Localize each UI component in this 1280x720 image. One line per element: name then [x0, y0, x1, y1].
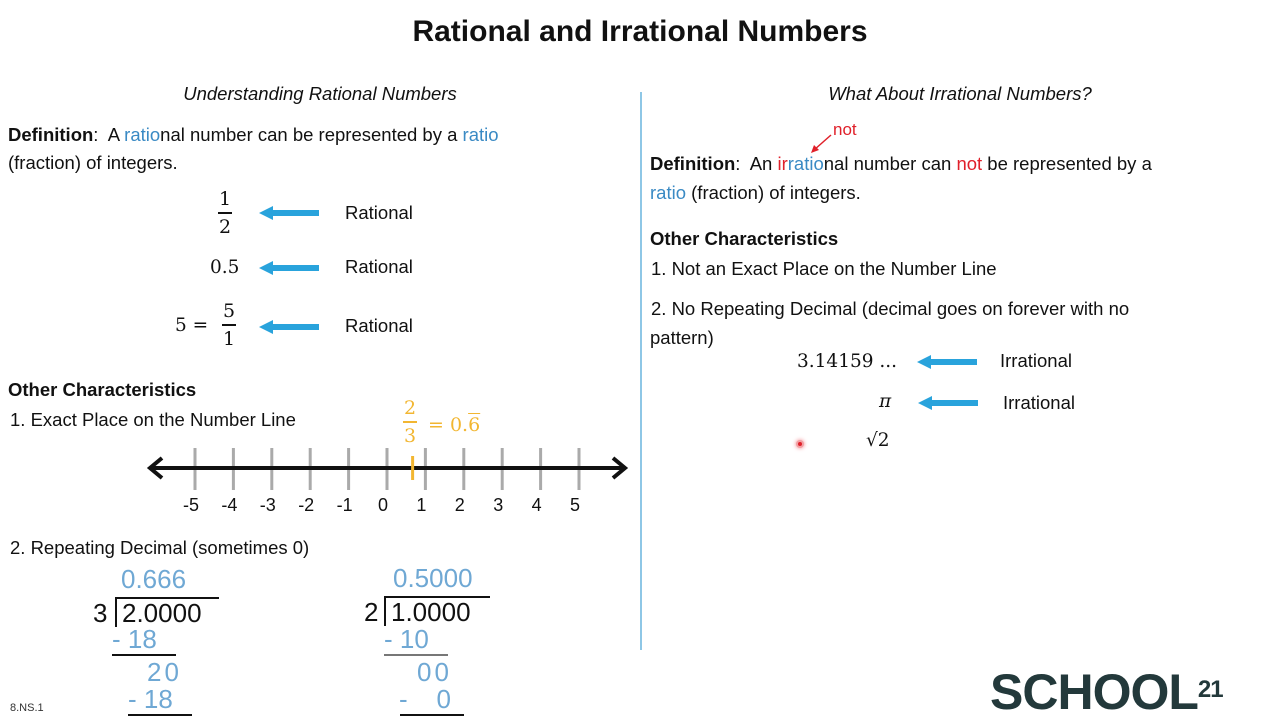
right-item-2: 2. No Repeating Decimal (decimal goes on… [651, 298, 1130, 319]
right-item-2-cont: pattern) [650, 327, 714, 348]
subtraction-line [112, 654, 176, 656]
label-rational: Rational [345, 315, 413, 336]
subtrahend: - 18 [112, 624, 157, 654]
rational-definition: Definition: A rational number can be rep… [8, 122, 499, 148]
repeating-digit: 6 [468, 414, 481, 436]
text: nal number can be represented by a [160, 124, 463, 145]
highlight-ratio: ratio [124, 124, 161, 145]
numerator: 1 [218, 188, 232, 210]
tick-label: -2 [298, 495, 314, 515]
text: nal number can [823, 153, 957, 174]
definition-label: Definition [650, 153, 736, 174]
logo-sup: 21 [1197, 676, 1224, 703]
tick-label: 3 [493, 495, 503, 515]
dividend: 1.0000 [391, 597, 471, 627]
denominator: 1 [222, 327, 236, 350]
equals-text: = 0. [428, 414, 469, 436]
highlight-not: not [956, 153, 983, 174]
numerator: 5 [222, 300, 236, 322]
arrowhead-left-icon [146, 456, 164, 480]
right-other-heading: Other Characteristics [650, 228, 839, 249]
colon: : [735, 153, 741, 174]
subtraction-line [128, 714, 192, 716]
denominator: 2 [218, 215, 232, 238]
label-rational: Rational [345, 256, 413, 277]
left-other-heading: Other Characteristics [8, 379, 197, 400]
remainder: 00 [417, 657, 452, 687]
subtraction-line [384, 654, 448, 656]
highlight-ratio: ratio [462, 124, 499, 145]
divisor: 2 [364, 597, 379, 627]
number-line: -5 -4 -3 -2 -1 0 1 2 3 4 5 [146, 448, 629, 515]
tick-label: -3 [260, 495, 276, 515]
text: A [107, 124, 125, 145]
numerator: 2 [403, 397, 417, 419]
remainder: 20 [147, 657, 182, 687]
standard-code: 8.NS.1 [10, 702, 44, 714]
tick-label: 0 [378, 495, 388, 515]
division-bracket [115, 597, 117, 627]
arrow-left-icon [917, 355, 977, 369]
column-divider [640, 92, 642, 650]
not-annotation: not [833, 120, 857, 139]
tick-label: -4 [221, 495, 237, 515]
label-rational: Rational [345, 202, 413, 223]
tick-label: 2 [455, 495, 465, 515]
text: be represented by a [982, 153, 1152, 174]
dividend: 2.0000 [122, 598, 202, 628]
division-bar [384, 596, 490, 598]
quotient: 0.5000 [393, 563, 473, 593]
highlight-ratio: ratio [787, 153, 824, 174]
colon: : [93, 124, 99, 145]
tick-label: 1 [416, 495, 426, 515]
subtrahend: - 0 [399, 684, 452, 714]
logo-text: SCHOOL [990, 664, 1199, 720]
subtrahend: - 18 [128, 684, 173, 714]
text: An [749, 153, 778, 174]
label-irrational: Irrational [1000, 350, 1072, 371]
right-item-1: 1. Not an Exact Place on the Number Line [651, 258, 997, 279]
definition-label: Definition [8, 124, 94, 145]
arrow-left-icon [259, 261, 319, 275]
irrational-definition-line2: ratio (fraction) of integers. [650, 180, 861, 206]
irrational-definition: Definition: An irrational number can not… [650, 151, 1152, 177]
arrow-left-icon [259, 206, 319, 220]
right-subtitle: What About Irrational Numbers? [828, 83, 1092, 104]
example-five-lhs: 5 = [175, 315, 209, 336]
rational-definition-line2: (fraction) of integers. [8, 152, 178, 173]
page-title: Rational and Irrational Numbers [412, 15, 868, 48]
highlight-ir: ir [777, 153, 788, 174]
annotation-arrow-icon [811, 134, 832, 153]
subtrahend: - 10 [384, 624, 429, 654]
tick-label: -1 [337, 495, 353, 515]
divisor: 3 [93, 598, 108, 628]
arrowhead-right-icon [611, 456, 629, 480]
text: (fraction) of integers. [686, 182, 861, 203]
left-subtitle: Understanding Rational Numbers [183, 83, 457, 104]
example-pi: π [879, 391, 892, 412]
cursor-pointer-icon [796, 440, 804, 448]
label-irrational: Irrational [1003, 392, 1075, 413]
division-bar [115, 597, 219, 599]
highlight-ratio: ratio [650, 182, 686, 203]
tick-label: 4 [532, 495, 542, 515]
example-pi-decimal: 3.14159 ... [797, 351, 898, 372]
arrow-left-icon [259, 320, 319, 334]
left-item-1: 1. Exact Place on the Number Line [10, 409, 296, 430]
repeating-decimal-annotation: = 0.6 [428, 412, 480, 438]
tick-label: -5 [183, 495, 199, 515]
subtraction-line [400, 714, 464, 716]
quotient: 0.666 [121, 564, 187, 594]
denominator: 3 [403, 424, 417, 447]
left-item-2: 2. Repeating Decimal (sometimes 0) [10, 537, 310, 558]
school21-logo: SCHOOL21 [990, 664, 1224, 720]
arrow-left-icon [918, 396, 978, 410]
division-bracket [384, 596, 386, 626]
example-sqrt2: √2 [866, 430, 890, 451]
example-decimal: 0.5 [210, 257, 240, 278]
tick-label: 5 [570, 495, 580, 515]
